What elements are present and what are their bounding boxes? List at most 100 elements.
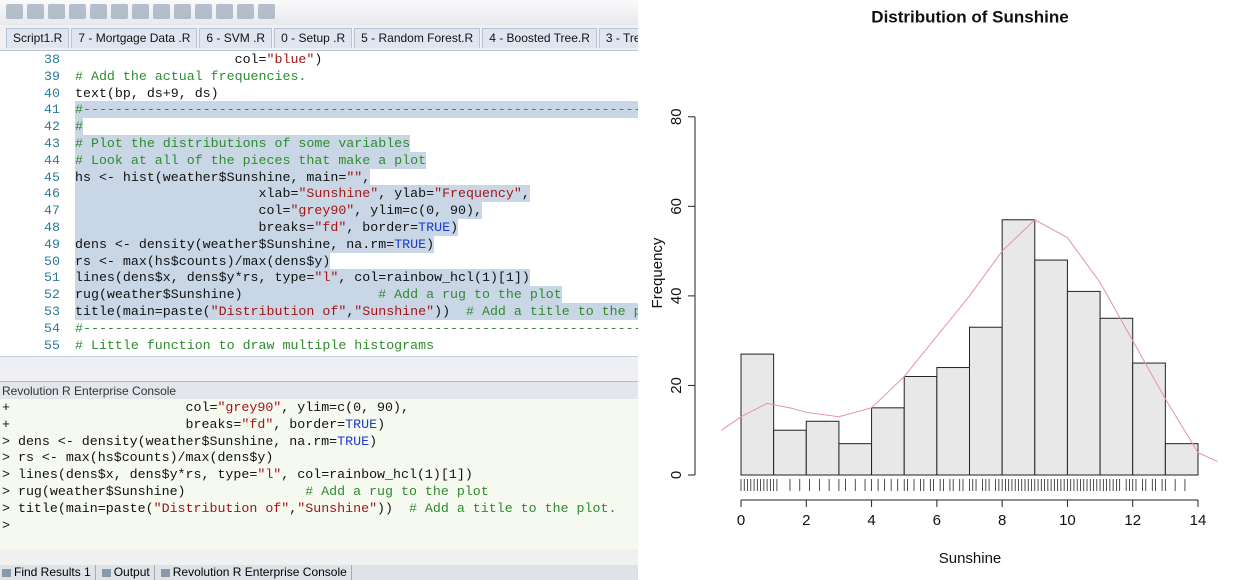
code-token: dens <- density(weather$Sunshine, na.rm=	[75, 236, 395, 252]
code-token: # Add the actual frequencies.	[75, 68, 307, 84]
code-token: #---------------------------------------…	[75, 320, 638, 336]
line-number: 39	[44, 68, 60, 84]
console-text: > rs <- max(hs$counts)/max(dens$y)	[2, 449, 273, 466]
code-token: "Distribution of"	[210, 304, 347, 319]
panel-tab[interactable]: Revolution R Enterprise Console	[159, 565, 352, 580]
code-text: # Add the actual frequencies.	[75, 68, 306, 85]
panel-tab[interactable]: Output	[100, 565, 155, 580]
tool-button[interactable]	[111, 4, 128, 19]
file-tab[interactable]: 0 - Setup .R	[274, 28, 353, 48]
code-token: ))	[377, 500, 409, 516]
tool-button[interactable]	[132, 4, 149, 19]
code-token: #---------------------------------------…	[75, 102, 638, 118]
code-token: TRUE	[394, 236, 427, 252]
code-token: "Frequency"	[434, 186, 522, 202]
code-token: ,	[362, 169, 371, 185]
file-tab[interactable]: Script1.R	[6, 28, 70, 48]
tool-button[interactable]	[216, 4, 233, 19]
code-line: 52 rug(weather$Sunshine) # Add a rug to t…	[0, 286, 638, 304]
code-text: hs <- hist(weather$Sunshine, main="",	[75, 168, 371, 186]
x-tick-label: 14	[1190, 512, 1207, 529]
file-tab[interactable]: 6 - SVM .R	[199, 28, 273, 48]
bar	[936, 367, 971, 476]
code-line: 38 col="blue")	[0, 51, 638, 68]
console-line: + col="grey90", ylim=c(0, 90),	[0, 399, 638, 416]
tool-button[interactable]	[6, 4, 23, 19]
code-token: "blue"	[266, 52, 315, 67]
code-token: )	[314, 52, 323, 67]
tool-button[interactable]	[174, 4, 191, 19]
bar	[773, 429, 807, 476]
x-tick-label: 10	[1059, 512, 1076, 529]
bar	[1099, 317, 1134, 476]
code-token: "Sunshine"	[297, 500, 378, 516]
console-text: >	[2, 517, 10, 534]
code-line: 49 dens <- density(weather$Sunshine, na.r…	[0, 235, 638, 253]
line-number: 55	[44, 337, 60, 353]
console: + col="grey90", ylim=c(0, 90), + breaks="…	[0, 399, 638, 549]
code-text: breaks="fd", border=TRUE)	[75, 219, 459, 236]
code-token: + col=	[2, 400, 218, 415]
code-token: "grey90"	[290, 203, 355, 219]
console-line: > rs <- max(hs$counts)/max(dens$y)	[0, 449, 638, 466]
code-token: # Little function to draw multiple histo…	[75, 337, 435, 353]
bar	[805, 420, 840, 476]
code-token: # Look at all of the pieces that make a …	[75, 152, 427, 168]
file-tab[interactable]: 4 - Boosted Tree.R	[482, 28, 597, 48]
code-line: 48 breaks="fd", border=TRUE)	[0, 219, 638, 236]
code-token: "grey90"	[217, 400, 282, 415]
code-text: col="grey90", ylim=c(0, 90),	[75, 202, 482, 220]
code-text: # Plot the distributions of some variabl…	[75, 135, 411, 152]
line-number: 47	[44, 203, 60, 219]
code-line: 40 text(bp, ds+9, ds)	[0, 85, 638, 102]
code-token: col=	[75, 52, 267, 67]
console-text: > lines(dens$x, dens$y*rs, type="l", col…	[2, 466, 473, 483]
scrollbar[interactable]	[0, 356, 638, 372]
line-number: 40	[44, 85, 60, 101]
panel-tab[interactable]: Find Results 1	[0, 565, 96, 580]
line-number: 51	[44, 270, 60, 286]
console-text: > title(main=paste("Distribution of","Su…	[2, 500, 616, 517]
code-text: rs <- max(hs$counts)/max(dens$y)	[75, 252, 331, 270]
code-token: ,	[346, 304, 355, 319]
x-axis-label: Sunshine	[939, 550, 1002, 567]
console-text: > dens <- density(weather$Sunshine, na.r…	[2, 433, 377, 450]
bar	[903, 375, 938, 476]
bar	[1132, 362, 1166, 476]
code-token: "fd"	[314, 220, 347, 235]
code-token: "Sunshine"	[298, 186, 379, 202]
code-token: # Plot the distributions of some variabl…	[75, 136, 411, 151]
y-tick-label: 60	[668, 198, 685, 215]
code-line: 51 lines(dens$x, dens$y*rs, type="l", col…	[0, 269, 638, 287]
tool-button[interactable]	[153, 4, 170, 19]
tool-button[interactable]	[237, 4, 254, 19]
code-text: rug(weather$Sunshine) # Add a rug to the…	[75, 286, 562, 304]
tool-button[interactable]	[258, 4, 275, 19]
bar	[969, 326, 1003, 476]
code-token: TRUE	[345, 416, 378, 432]
code-line: 41 #-------------------------------------…	[0, 101, 638, 119]
tool-button[interactable]	[27, 4, 44, 19]
code-token: , border=	[273, 416, 346, 432]
file-tab[interactable]: 3 - Tree .R	[598, 28, 638, 48]
code-line: 54 #-------------------------------------…	[0, 320, 638, 337]
code-text: # Little function to draw multiple histo…	[75, 337, 434, 354]
code-token: "Distribution of"	[153, 500, 290, 516]
tool-button[interactable]	[69, 4, 86, 19]
code-token: , border=	[346, 220, 419, 235]
file-tab[interactable]: 7 - Mortgage Data .R	[71, 28, 198, 48]
code-token: "Sunshine"	[354, 304, 435, 319]
code-token: xlab=	[75, 186, 299, 202]
console-text: > rug(weather$Sunshine) # Add a rug to t…	[2, 483, 489, 500]
tool-button[interactable]	[48, 4, 65, 19]
code-line: 44 # Look at all of the pieces that make …	[0, 151, 638, 169]
tool-button[interactable]	[90, 4, 107, 19]
code-token: ,	[521, 186, 530, 202]
code-editor: 38 col="blue") 39 # Add the actual frequen…	[0, 50, 638, 356]
code-token: "l"	[257, 467, 282, 483]
code-token: > dens <- density(weather$Sunshine, na.r…	[2, 433, 338, 449]
file-tab[interactable]: 5 - Random Forest.R	[354, 28, 481, 48]
code-line: 45 hs <- hist(weather$Sunshine, main="",	[0, 168, 638, 186]
tool-button[interactable]	[195, 4, 212, 19]
bar	[1164, 443, 1199, 476]
